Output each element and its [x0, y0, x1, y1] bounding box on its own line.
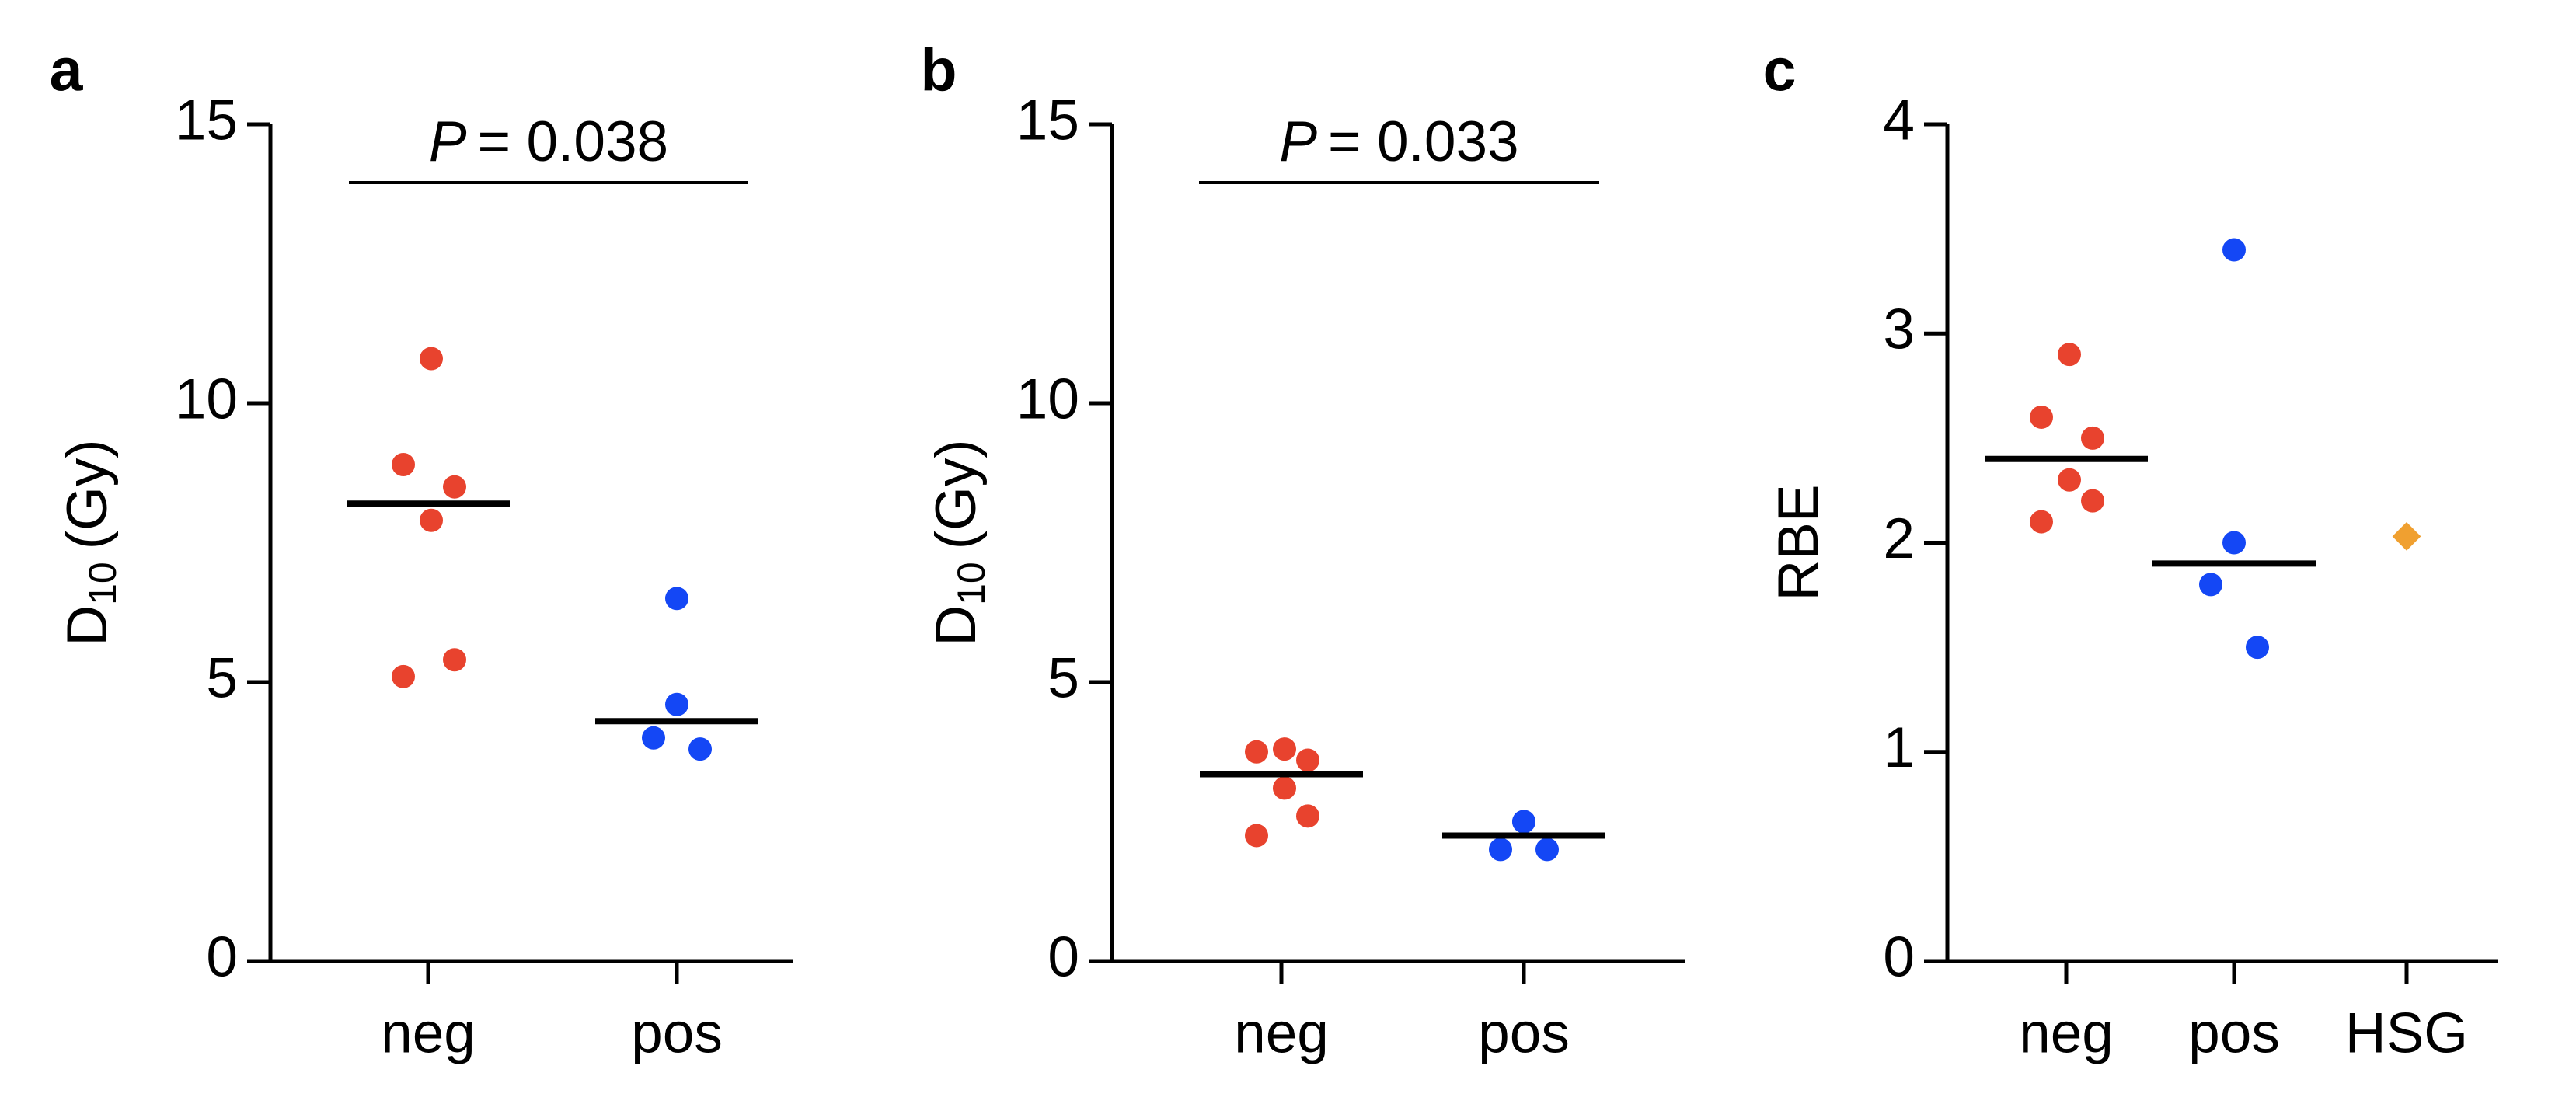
- data-point: [2246, 636, 2269, 660]
- y-tick-label: 5: [1047, 646, 1079, 709]
- x-tick-label: pos: [631, 1001, 723, 1064]
- data-point: [1489, 838, 1512, 862]
- y-label-unit: (Gy): [925, 439, 988, 549]
- p-symbol: P: [429, 110, 467, 173]
- x-tick-label: neg: [381, 1001, 476, 1064]
- x-tick-label: HSG: [2345, 1001, 2468, 1064]
- y-axis-label: RBE: [1767, 484, 1830, 601]
- data-point: [443, 475, 466, 499]
- y-axis-label: D10 (Gy): [925, 439, 993, 646]
- data-point: [1273, 737, 1296, 761]
- data-point: [2199, 573, 2222, 597]
- data-point: [392, 452, 415, 476]
- y-tick-label: 5: [206, 646, 238, 709]
- data-point: [665, 692, 688, 716]
- p-value: P = 0.033: [1279, 110, 1518, 173]
- y-label-sub: 10: [81, 562, 124, 605]
- data-point: [2058, 343, 2081, 367]
- data-point: [2222, 531, 2246, 555]
- data-point: [688, 737, 712, 761]
- data-point: [2222, 238, 2246, 262]
- y-tick-label: 0: [206, 925, 238, 988]
- y-tick-label: 15: [1016, 89, 1079, 152]
- data-point: [2030, 510, 2053, 534]
- y-label-main: D: [56, 605, 119, 646]
- y-axis-label: D10 (Gy): [56, 439, 124, 646]
- data-point: [1535, 838, 1559, 862]
- p-value: P = 0.038: [429, 110, 668, 173]
- y-tick-label: 3: [1883, 298, 1915, 361]
- y-label-main: RBE: [1767, 484, 1830, 601]
- panel-label: b: [920, 37, 957, 103]
- data-point: [2392, 522, 2421, 551]
- data-point: [1296, 804, 1319, 828]
- y-label-sub: 10: [950, 562, 993, 605]
- p-text: = 0.033: [1328, 110, 1519, 173]
- y-tick-label: 10: [175, 367, 238, 430]
- data-point: [392, 664, 415, 688]
- y-tick-label: 15: [175, 89, 238, 152]
- x-tick-label: neg: [1234, 1001, 1329, 1064]
- data-point: [1296, 748, 1319, 772]
- y-tick-label: 1: [1883, 716, 1915, 779]
- y-label-unit: (Gy): [56, 439, 119, 549]
- data-point: [420, 508, 443, 532]
- y-tick-label: 10: [1016, 367, 1079, 430]
- panel-label: c: [1763, 37, 1797, 103]
- data-point: [443, 648, 466, 672]
- p-text: = 0.038: [478, 110, 669, 173]
- x-tick-label: neg: [2019, 1001, 2114, 1064]
- y-tick-label: 4: [1883, 89, 1915, 152]
- data-point: [2030, 405, 2053, 429]
- panel: c 0 1 2 3 4 RBE neg pos HSG: [1763, 37, 2498, 1064]
- data-point: [1245, 740, 1268, 764]
- data-point: [2081, 489, 2104, 513]
- panel-label: a: [50, 37, 84, 103]
- data-point: [1512, 810, 1535, 834]
- x-tick-label: pos: [2188, 1001, 2280, 1064]
- x-tick-label: pos: [1478, 1001, 1570, 1064]
- y-tick-label: 0: [1883, 925, 1915, 988]
- data-point: [420, 347, 443, 371]
- data-point: [2081, 426, 2104, 450]
- data-point: [642, 726, 665, 750]
- data-point: [2058, 468, 2081, 492]
- y-label-main: D: [925, 605, 988, 646]
- data-point: [1273, 776, 1296, 800]
- y-tick-label: 2: [1883, 507, 1915, 570]
- p-symbol: P: [1279, 110, 1317, 173]
- data-point: [1245, 824, 1268, 848]
- y-tick-label: 0: [1047, 925, 1079, 988]
- data-point: [665, 587, 688, 611]
